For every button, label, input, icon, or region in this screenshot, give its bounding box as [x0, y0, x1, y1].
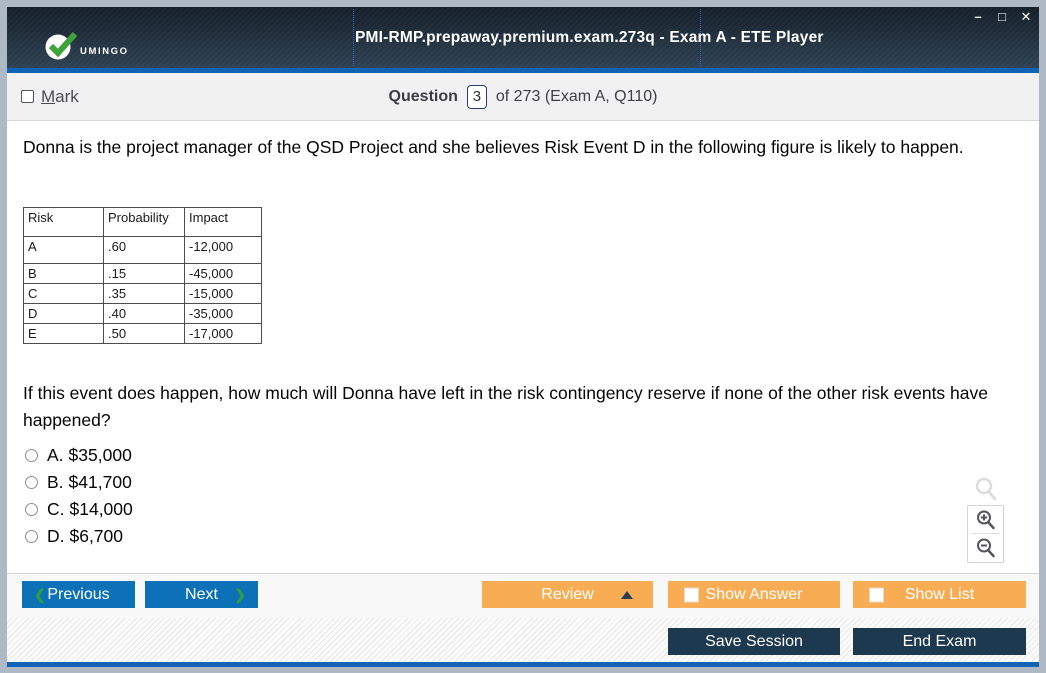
question-label: Question	[388, 87, 458, 105]
title-divider	[700, 9, 701, 66]
vumingo-logo: UMINGO	[45, 31, 129, 61]
save-session-label: Save Session	[705, 632, 803, 650]
magnifier-icon	[975, 477, 997, 501]
radio-button[interactable]	[25, 476, 38, 489]
zoom-out-icon	[976, 538, 995, 557]
zoom-controls	[967, 505, 1004, 563]
option-letter: C.	[47, 499, 65, 519]
zoom-in-icon	[976, 510, 995, 529]
triangle-up-icon	[621, 590, 633, 599]
table-cell: -45,000	[184, 263, 262, 284]
show-list-checkbox[interactable]	[869, 587, 884, 602]
radio-button[interactable]	[25, 503, 38, 516]
table-cell: -35,000	[184, 303, 262, 324]
radio-button[interactable]	[25, 530, 38, 543]
accent-line-bottom	[7, 662, 1039, 667]
divider	[971, 533, 1000, 534]
option-value: $6,700	[69, 526, 124, 546]
end-exam-label: End Exam	[902, 632, 977, 650]
accent-line-top	[7, 68, 1039, 73]
previous-label: Previous	[47, 585, 110, 603]
probability-header: Probability	[103, 207, 185, 237]
table-cell: E	[23, 323, 104, 344]
question-paragraph-1: Donna is the project manager of the QSD …	[23, 137, 964, 157]
option-letter: A.	[47, 445, 64, 465]
table-cell: .15	[103, 263, 185, 284]
window-title: PMI-RMP.prepaway.premium.exam.273q - Exa…	[355, 28, 824, 46]
review-label: Review	[541, 585, 594, 603]
chevron-left-icon: ❮	[34, 586, 46, 602]
radio-button[interactable]	[25, 449, 38, 462]
chevron-right-icon: ❯	[234, 586, 246, 602]
option-letter: B.	[47, 472, 64, 492]
show-answer-label: Show Answer	[705, 585, 803, 603]
title-bar: UMINGO PMI-RMP.prepaway.premium.exam.273…	[7, 7, 1039, 68]
answer-options: A. $35,000 B. $41,700 C. $14,000 D. $6,7…	[25, 442, 133, 550]
review-button[interactable]: Review	[482, 581, 653, 608]
option-value: $41,700	[68, 472, 132, 492]
risk-table: Risk Probability Impact A .60 -12,000 B …	[23, 207, 262, 344]
mark-checkbox-group[interactable]: Mark	[21, 73, 79, 120]
show-answer-button[interactable]: Show Answer	[668, 581, 840, 608]
option-value: $35,000	[68, 445, 132, 465]
risk-header: Risk	[23, 207, 104, 237]
mark-label: Mark	[41, 86, 79, 106]
impact-header: Impact	[184, 207, 262, 237]
mark-checkbox[interactable]	[21, 90, 34, 103]
table-cell: -15,000	[184, 283, 262, 304]
close-icon[interactable]: ✕	[1020, 9, 1032, 24]
table-row: E .50 -17,000	[23, 323, 262, 344]
table-cell: D	[23, 303, 104, 324]
end-exam-button[interactable]: End Exam	[853, 628, 1026, 655]
question-content: Donna is the project manager of the QSD …	[7, 121, 1039, 573]
question-navigator: Question 3 of 273 (Exam A, Q110)	[7, 73, 1039, 120]
option-value: $14,000	[69, 499, 133, 519]
table-header-row: Risk Probability Impact	[23, 207, 262, 237]
save-session-button[interactable]: Save Session	[668, 628, 840, 655]
table-cell: .50	[103, 323, 185, 344]
table-row: B .15 -45,000	[23, 263, 262, 284]
next-label: Next	[185, 585, 218, 603]
checkmark-icon	[45, 31, 78, 60]
table-row: A .60 -12,000	[23, 236, 262, 264]
table-cell: -17,000	[184, 323, 262, 344]
table-cell: B	[23, 263, 104, 284]
question-paragraph-2: If this event does happen, how much will…	[23, 383, 988, 430]
zoom-in-button[interactable]	[968, 506, 1003, 533]
minimize-icon[interactable]: –	[974, 9, 982, 24]
answer-option-b[interactable]: B. $41,700	[25, 469, 133, 496]
table-cell: A	[23, 236, 104, 264]
question-number-input[interactable]: 3	[466, 84, 487, 109]
table-row: C .35 -15,000	[23, 283, 262, 304]
title-divider	[353, 9, 354, 66]
ete-player-window: UMINGO PMI-RMP.prepaway.premium.exam.273…	[7, 7, 1039, 667]
question-header: Mark Question 3 of 273 (Exam A, Q110)	[7, 73, 1039, 121]
answer-option-d[interactable]: D. $6,700	[25, 523, 133, 550]
answer-option-a[interactable]: A. $35,000	[25, 442, 133, 469]
window-controls: – □ ✕	[969, 9, 1035, 25]
question-count-text: of 273 (Exam A, Q110)	[495, 87, 658, 105]
next-button[interactable]: Next ❯	[145, 581, 258, 608]
maximize-icon[interactable]: □	[998, 9, 1006, 24]
session-bar: Save Session End Exam	[7, 618, 1039, 662]
show-answer-checkbox[interactable]	[684, 587, 699, 602]
show-list-button[interactable]: Show List	[853, 581, 1026, 608]
navigation-bar: ❮ Previous Next ❯ Review Show Answer Sho…	[7, 573, 1039, 618]
previous-button[interactable]: ❮ Previous	[22, 581, 135, 608]
table-cell: .40	[103, 303, 185, 324]
table-cell: .60	[103, 236, 185, 264]
table-cell: -12,000	[184, 236, 262, 264]
table-row: D .40 -35,000	[23, 303, 262, 324]
table-cell: .35	[103, 283, 185, 304]
option-letter: D.	[47, 526, 65, 546]
table-cell: C	[23, 283, 104, 304]
logo-text: UMINGO	[80, 46, 129, 57]
answer-option-c[interactable]: C. $14,000	[25, 496, 133, 523]
show-list-label: Show List	[904, 585, 975, 603]
zoom-out-button[interactable]	[968, 534, 1003, 561]
